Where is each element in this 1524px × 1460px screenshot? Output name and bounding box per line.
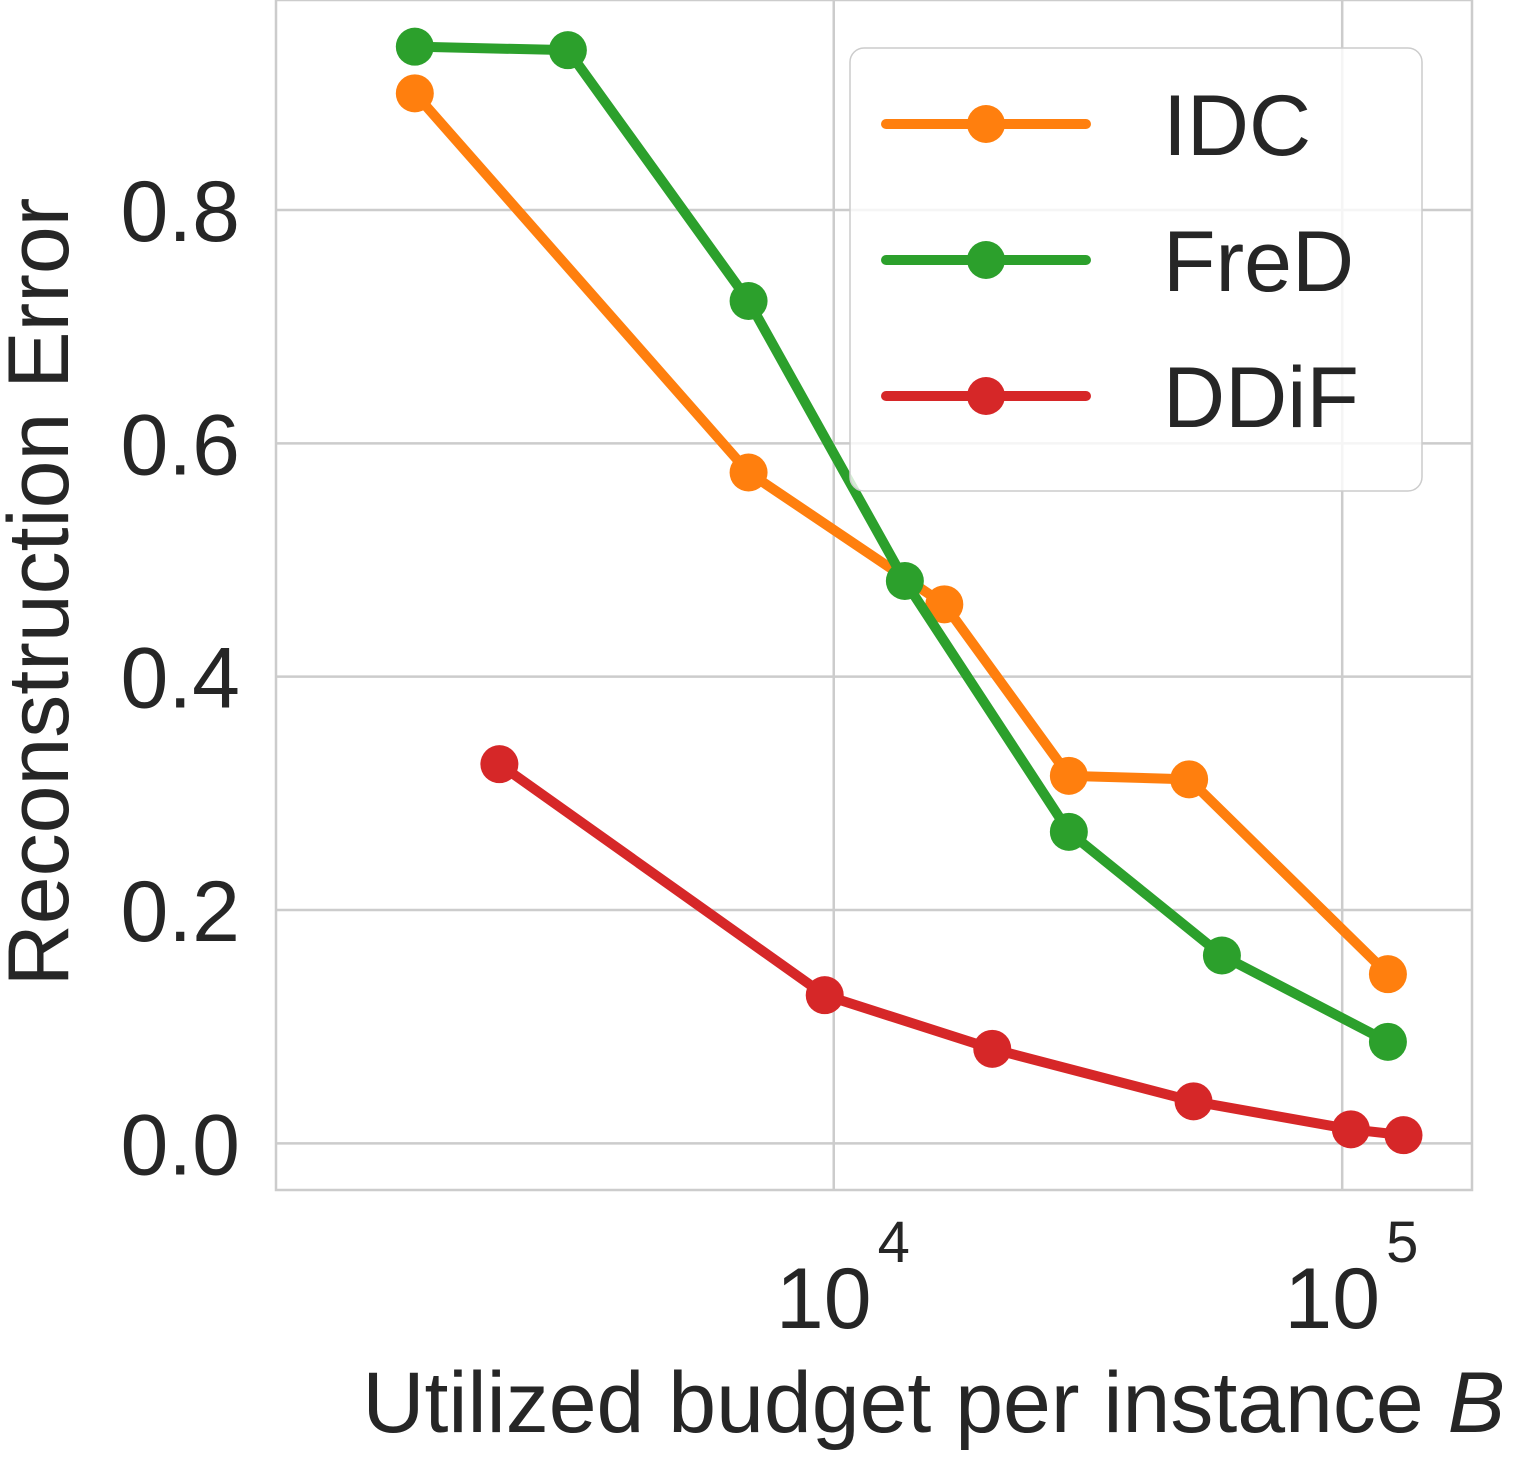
- y-tick-label: 0.2: [120, 864, 240, 960]
- data-point-ddif: [1174, 1082, 1213, 1121]
- data-point-ddif: [1331, 1110, 1370, 1149]
- data-point-fred: [548, 31, 587, 70]
- legend-label: IDC: [1163, 78, 1311, 174]
- data-point-ddif: [805, 976, 844, 1015]
- y-tick-label: 0.4: [120, 631, 240, 727]
- y-tick-labels: 0.0 0.2 0.4 0.6 0.8: [120, 164, 240, 1193]
- x-axis-label-text: Utilized budget per instance: [362, 1355, 1423, 1451]
- data-point-ddif: [973, 1029, 1012, 1068]
- series-layer: [395, 27, 1423, 1155]
- legend-label: DDiF: [1163, 350, 1359, 446]
- legend-item-fred: FreD: [881, 214, 1354, 310]
- data-point-ddif: [1384, 1116, 1423, 1155]
- data-point-idc: [925, 585, 964, 624]
- data-point-idc: [1170, 760, 1209, 799]
- data-point-ddif: [480, 745, 519, 784]
- y-tick-label: 0.8: [120, 164, 240, 260]
- data-point-fred: [729, 282, 768, 320]
- x-axis-label-variable: B: [1448, 1355, 1505, 1451]
- series-line-idc: [409, 88, 1393, 980]
- legend-swatch-marker: [967, 241, 1005, 279]
- data-point-idc: [1049, 756, 1088, 795]
- x-axis-label: Utilized budget per instance B: [362, 1355, 1505, 1451]
- legend-items: IDC FreD DDiF: [881, 78, 1359, 446]
- x-tick-label: 10: [776, 1251, 872, 1347]
- legend-swatch-marker: [967, 377, 1005, 415]
- data-point-fred: [1049, 812, 1088, 851]
- x-tick-exponent: 4: [878, 1210, 910, 1275]
- y-axis-label: Reconstruction Error: [0, 198, 87, 987]
- legend-item-ddif: DDiF: [881, 350, 1359, 446]
- legend: IDC FreD DDiF: [849, 47, 1423, 492]
- series-ddif: [480, 745, 1423, 1155]
- legend-item-idc: IDC: [881, 78, 1311, 174]
- data-point-fred: [885, 562, 924, 600]
- data-point-idc: [729, 453, 768, 492]
- data-point-fred: [1202, 936, 1241, 975]
- data-point-idc: [395, 74, 434, 113]
- x-tick-exponent: 5: [1386, 1210, 1418, 1275]
- x-tick-label: 10: [1284, 1251, 1380, 1347]
- legend-label: FreD: [1163, 214, 1354, 310]
- y-tick-label: 0.0: [120, 1097, 240, 1193]
- data-point-fred: [395, 27, 434, 66]
- series-line-ddif: [494, 759, 1409, 1141]
- legend-swatch-marker: [967, 105, 1005, 143]
- y-tick-label: 0.6: [120, 397, 240, 493]
- series-fred: [395, 27, 1407, 1061]
- data-point-fred: [1368, 1022, 1407, 1061]
- series-idc: [395, 74, 1407, 994]
- data-point-idc: [1368, 955, 1407, 994]
- plot-frame: [274, 0, 1474, 1192]
